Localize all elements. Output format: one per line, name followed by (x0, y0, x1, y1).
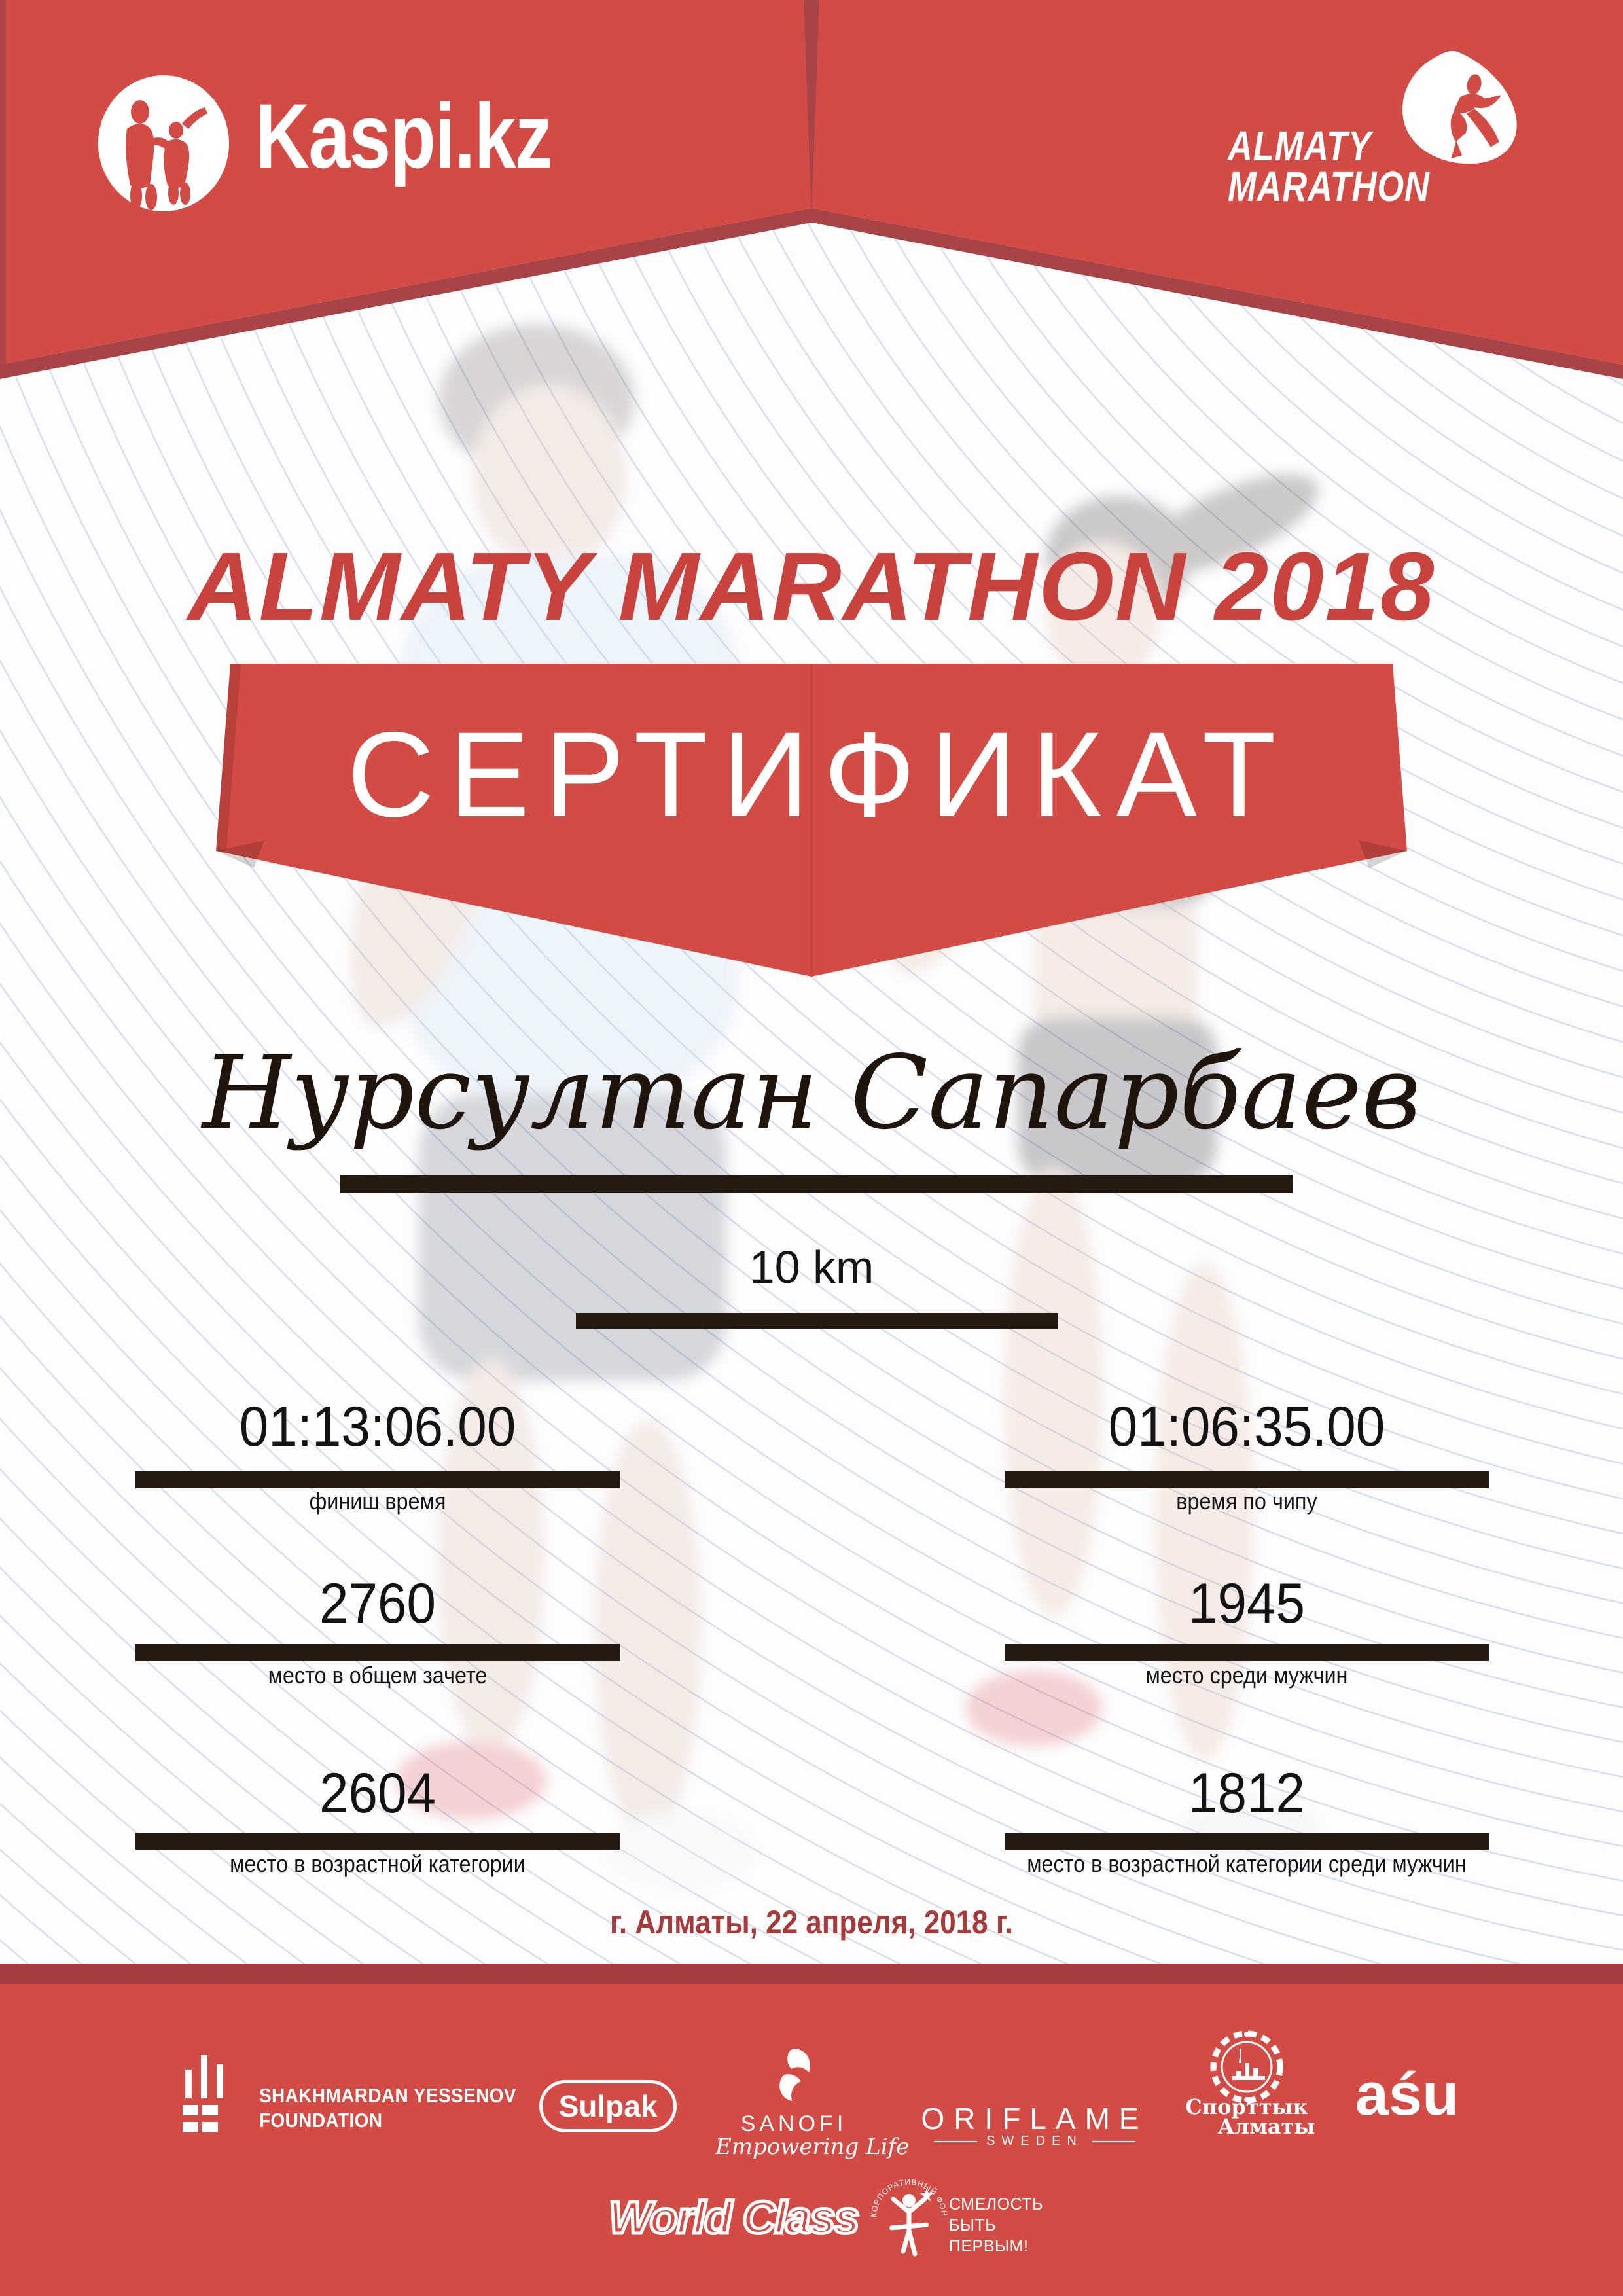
sport-almaty-text-line1: Спорттык (1185, 2094, 1308, 2119)
chip-time-value: 01:06:35.00 (1108, 1395, 1385, 1458)
fund-slogan-line3: ПЕРВЫМ! (949, 2237, 1029, 2255)
men-place-underline (1005, 1644, 1489, 1661)
men-place-label: место среди мужчин (1145, 1662, 1348, 1689)
yessenov-foundation-word: FOUNDATION (259, 2109, 383, 2132)
sport-almaty-emblem (1210, 2030, 1283, 2104)
age-men-place-underline (1005, 1833, 1489, 1850)
world-class-logo: World Class (607, 2191, 861, 2245)
overall-place-value: 2760 (319, 1572, 436, 1635)
fund-slogan-line2: БЫТЬ (949, 2216, 997, 2234)
corporate-fund-icon: КОРПОРАТИВНЫЙ ФОНД (869, 2174, 948, 2257)
finish-time-label: финиш время (309, 1488, 446, 1515)
oriflame-dash-left (934, 2140, 978, 2142)
fund-slogan: СМЕЛОСТЬ БЫТЬ ПЕРВЫМ! (949, 2194, 1043, 2257)
sanofi-logo-text: SANOFI (740, 2111, 847, 2136)
sulpak-logo-text: Sulpak (558, 2089, 658, 2123)
oriflame-sweden-text: SWEDEN (986, 2134, 1083, 2148)
men-place-value: 1945 (1188, 1572, 1305, 1635)
event-date: г. Алматы, 22 апреля, 2018 г. (610, 1904, 1013, 1941)
yessenov-foundation-name: SHAKHMARDAN YESSENOV (259, 2084, 516, 2107)
marathon-runner-icon (1402, 51, 1517, 164)
distance: 10 km (749, 1242, 874, 1293)
event-title: ALMATY MARATHON 2018 (187, 533, 1436, 641)
certificate-ribbon (216, 664, 1407, 977)
chip-time-label: время по чипу (1176, 1488, 1317, 1515)
chip-time-underline (1005, 1471, 1489, 1488)
sport-almaty-text-line2: Алматы (1217, 2114, 1315, 2139)
distance-underline (576, 1313, 1058, 1329)
name-underline (340, 1175, 1293, 1193)
marathon-logo-text-marathon: MARATHON (1228, 163, 1430, 210)
certificate-label: СЕРТИФИКАТ (347, 708, 1291, 842)
yessenov-foundation-icon (183, 2055, 223, 2132)
age-place-label: место в возрастной категории (230, 1850, 526, 1877)
participant-name: Нурсултан Сапарбаев (202, 1033, 1421, 1152)
overall-place-label: место в общем зачете (268, 1662, 488, 1689)
sponsors-footer: SHAKHMARDAN YESSENOV FOUNDATION Sulpak S… (0, 1984, 1623, 2296)
asu-logo-text: aśu (1355, 2061, 1459, 2128)
finish-time-underline (135, 1471, 620, 1488)
kaspi-logo-text: Kaspi.kz (255, 84, 552, 187)
footer-strip (0, 1964, 1623, 1984)
sulpak-logo: Sulpak (539, 2080, 677, 2132)
marathon-logo-text-almaty: ALMATY (1228, 122, 1372, 170)
oriflame-sweden-row: SWEDEN (897, 2134, 1172, 2149)
finish-time-value: 01:13:06.00 (239, 1395, 516, 1458)
kaspi-people-icon (98, 75, 229, 211)
age-place-value: 2604 (319, 1762, 436, 1825)
overall-place-underline (135, 1644, 620, 1661)
kaspi-logo: Kaspi.kz (98, 75, 687, 213)
age-men-place-label: место в возрастной категории среди мужчи… (1027, 1850, 1467, 1877)
header-banner (0, 0, 1623, 379)
fund-slogan-line1: СМЕЛОСТЬ (949, 2195, 1044, 2214)
sanofi-bird-icon (779, 2049, 810, 2101)
age-place-underline (135, 1833, 620, 1850)
sanofi-tagline: Empowering Life (715, 2134, 910, 2160)
oriflame-dash-right (1092, 2140, 1135, 2142)
oriflame-logo-text: ORIFLAME (921, 2102, 1149, 2136)
age-men-place-value: 1812 (1188, 1762, 1305, 1825)
